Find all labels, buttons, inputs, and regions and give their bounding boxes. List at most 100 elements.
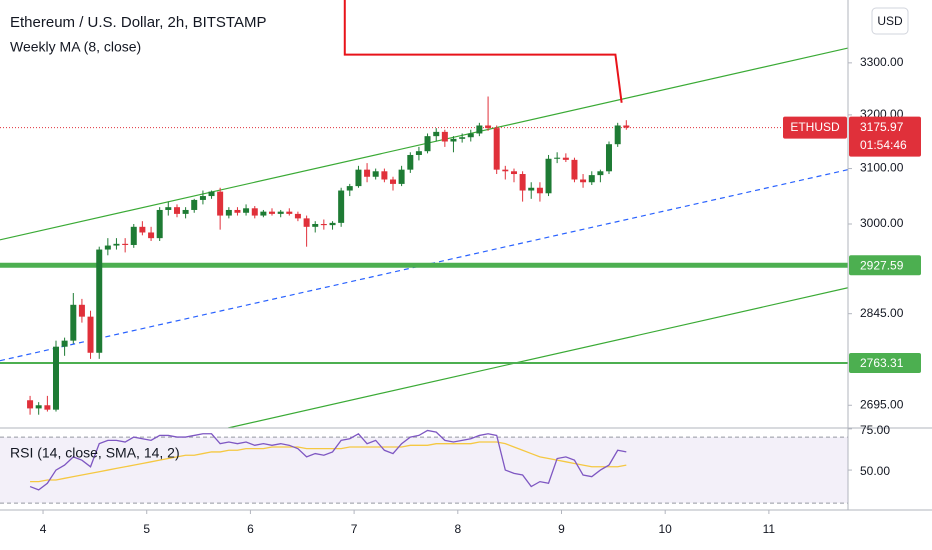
candle-body xyxy=(398,169,405,184)
candle-body xyxy=(243,208,250,213)
candle-body xyxy=(199,196,206,200)
currency-button[interactable] xyxy=(871,7,909,35)
candle-body xyxy=(338,190,345,223)
candle-body xyxy=(277,211,284,214)
candle-body xyxy=(528,187,535,191)
candle-body xyxy=(493,128,500,170)
candle-body xyxy=(61,340,68,347)
countdown-label: 01:54:46 xyxy=(860,138,907,152)
candle-body xyxy=(502,169,509,172)
candle-body xyxy=(268,211,275,214)
ma-line xyxy=(343,0,623,103)
candle-body xyxy=(329,222,336,226)
candle-body xyxy=(320,223,327,226)
x-tick-label: 7 xyxy=(351,522,358,536)
rsi-band xyxy=(0,437,848,504)
candle-body xyxy=(78,304,85,317)
candle-body xyxy=(96,249,103,353)
candle-body xyxy=(87,316,94,353)
candle-body xyxy=(346,186,353,191)
x-tick-label: 10 xyxy=(659,522,673,536)
x-tick-label: 4 xyxy=(40,522,47,536)
trend-line xyxy=(0,47,848,241)
candle-body xyxy=(433,131,440,137)
x-tick-label: 11 xyxy=(763,522,776,536)
x-tick-label: 6 xyxy=(247,522,254,536)
candle-body xyxy=(165,207,172,210)
x-tick-label: 5 xyxy=(143,522,150,536)
candle-body xyxy=(580,179,587,183)
candle-body xyxy=(191,199,198,210)
candle-body xyxy=(148,232,155,239)
level-label: 2763.31 xyxy=(860,356,904,370)
candle-body xyxy=(208,191,215,197)
candle-body xyxy=(372,171,379,177)
candle-body xyxy=(104,245,111,250)
rsi-y-tick-label: 75.00 xyxy=(860,423,890,437)
y-tick-label: 3000.00 xyxy=(860,216,904,230)
y-tick-label: 2845.00 xyxy=(860,306,904,320)
candle-body xyxy=(130,226,137,245)
candle-body xyxy=(415,151,422,155)
candle-body xyxy=(44,405,51,410)
candle-body xyxy=(545,158,552,194)
rsi-pane xyxy=(0,429,848,504)
candle-body xyxy=(303,218,310,227)
indicator-label: Weekly MA (8, close) xyxy=(10,39,141,55)
candle-body xyxy=(251,208,258,216)
candle-body xyxy=(450,138,457,142)
level-label-bg xyxy=(849,352,921,373)
candle-body xyxy=(424,136,431,152)
candle-body xyxy=(122,243,129,245)
candle-body xyxy=(381,171,388,180)
candle-body xyxy=(312,223,319,227)
candle-body xyxy=(554,157,561,159)
rsi-y-tick-label: 50.00 xyxy=(860,464,890,478)
candle-body xyxy=(571,159,578,180)
candle-body xyxy=(156,209,163,239)
main-pane xyxy=(0,0,848,428)
candle-body xyxy=(407,154,414,170)
candle-body xyxy=(35,405,42,409)
last-price-bg xyxy=(849,116,921,157)
candle-body xyxy=(614,125,621,145)
level-label-bg xyxy=(849,255,921,276)
candle-body xyxy=(182,209,189,214)
candle-body xyxy=(294,213,301,219)
candle-body xyxy=(623,125,630,128)
candle-body xyxy=(605,144,612,172)
candle-body xyxy=(139,226,146,233)
candle-body xyxy=(485,125,492,129)
candle-body xyxy=(467,133,474,138)
candle-body xyxy=(225,209,232,216)
last-price-label: 3175.97 xyxy=(860,120,904,134)
candle-body xyxy=(511,171,518,175)
candle-body xyxy=(355,169,362,187)
candle-body xyxy=(113,243,120,246)
trend-line xyxy=(227,287,848,428)
candle-body xyxy=(597,171,604,176)
y-tick-label: 3300.00 xyxy=(860,55,904,69)
candle-body xyxy=(536,187,543,194)
level-label: 2927.59 xyxy=(860,258,904,272)
candle-body xyxy=(441,131,448,142)
x-tick-label: 9 xyxy=(558,522,565,536)
candle-body xyxy=(27,400,34,409)
y-tick-label: 3100.00 xyxy=(860,161,904,175)
rsi-line xyxy=(29,429,627,491)
rsi-title: RSI (14, close, SMA, 14, 2) xyxy=(10,445,180,461)
currency-label: USD xyxy=(877,14,903,28)
candle-body xyxy=(364,169,371,177)
rsi-sma-line xyxy=(30,441,627,483)
candle-body xyxy=(234,209,241,213)
candle-body xyxy=(174,207,181,214)
candle-body xyxy=(562,157,569,160)
symbol-label-bg xyxy=(783,116,847,139)
chart-title: Ethereum / U.S. Dollar, 2h, BITSTAMP xyxy=(10,14,266,31)
x-tick-label: 8 xyxy=(454,522,461,536)
y-tick-label: 2695.00 xyxy=(860,397,904,411)
candle-body xyxy=(588,175,595,183)
candle-body xyxy=(476,125,483,134)
